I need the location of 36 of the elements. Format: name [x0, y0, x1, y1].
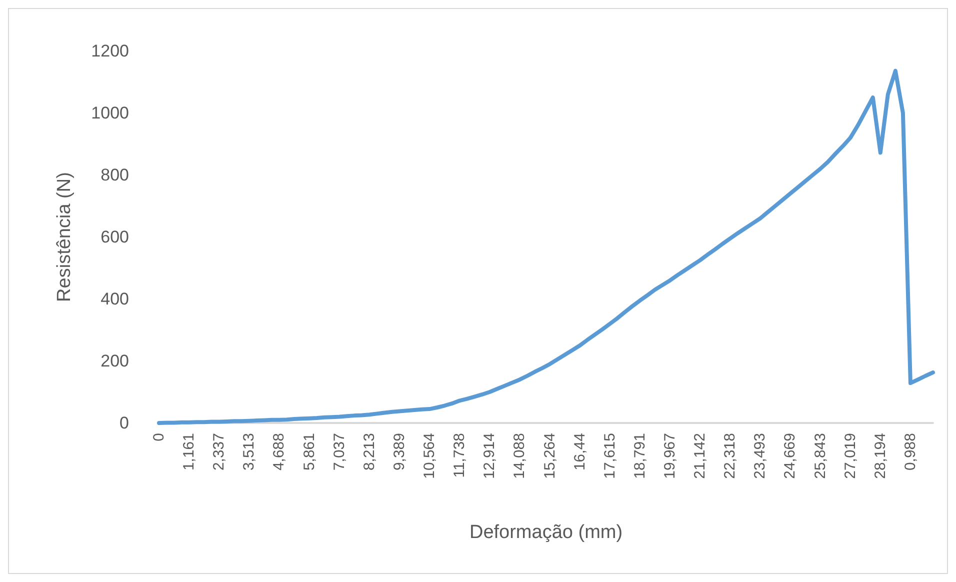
x-tick-label: 2,337 — [210, 433, 228, 471]
x-tick-label: 10,564 — [421, 433, 438, 479]
y-axis-title: Resistência (N) — [54, 172, 75, 302]
y-tick-label: 200 — [100, 352, 129, 370]
x-tick-label: 9,389 — [390, 433, 408, 471]
x-tick-label: 14,088 — [511, 433, 528, 479]
x-tick-label: 27,019 — [842, 433, 859, 479]
x-tick-label: 22,318 — [722, 433, 739, 479]
x-tick-label: 16,44 — [571, 433, 588, 471]
x-tick-label: 1,161 — [180, 433, 198, 471]
x-tick-label: 4,688 — [270, 433, 288, 471]
y-tick-label: 1000 — [91, 104, 129, 122]
x-tick-label: 23,493 — [752, 433, 769, 479]
line-series — [157, 68, 935, 425]
y-tick-label: 800 — [100, 166, 129, 184]
x-tick-label: 11,738 — [451, 433, 468, 478]
x-tick-label: 12,914 — [481, 433, 498, 479]
x-tick-label: 15,264 — [541, 433, 558, 479]
x-tick-label: 7,037 — [330, 433, 348, 471]
x-tick-label: 17,615 — [601, 433, 618, 479]
x-tick-label: 0,988 — [902, 433, 919, 471]
x-tick-label: 0 — [150, 433, 168, 442]
x-tick-label: 5,861 — [300, 433, 318, 471]
y-tick-label: 400 — [100, 290, 129, 308]
x-tick-label: 25,843 — [812, 433, 829, 479]
x-tick-label: 18,791 — [631, 433, 648, 479]
x-tick-label: 8,213 — [360, 433, 378, 471]
x-tick-label: 3,513 — [240, 433, 258, 471]
x-axis-title: Deformação (mm) — [469, 522, 623, 543]
y-tick-label: 1200 — [91, 42, 129, 60]
x-tick-label: 24,669 — [782, 433, 799, 479]
y-tick-label: 600 — [100, 228, 129, 246]
x-tick-label: 19,967 — [661, 433, 678, 479]
x-tick-label: 28,194 — [872, 433, 889, 479]
x-tick-label: 21,142 — [692, 433, 709, 479]
y-tick-label: 0 — [120, 414, 129, 432]
